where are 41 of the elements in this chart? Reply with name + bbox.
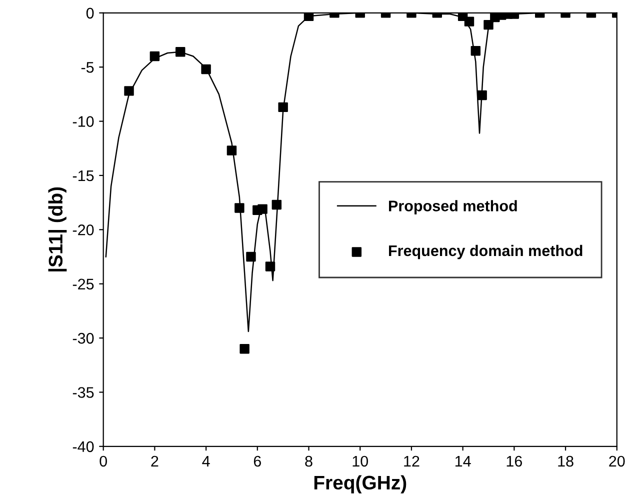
point	[246, 252, 256, 262]
x-tick-label: 14	[455, 456, 471, 466]
point	[304, 12, 314, 22]
y-tick-label: 0	[86, 8, 94, 19]
x-tick-label: 2	[151, 456, 158, 466]
y-tick-label: -15	[72, 170, 94, 182]
point	[176, 47, 186, 57]
point	[124, 86, 134, 96]
y-tick-label: -35	[72, 387, 94, 398]
point	[477, 90, 487, 100]
x-tick-label: 4	[202, 456, 210, 466]
legend-label: Proposed method	[389, 200, 517, 214]
x-tick-label: 8	[305, 456, 312, 467]
x-tick-label: 6	[254, 456, 261, 467]
y-tick-label: -5	[81, 62, 94, 73]
point	[464, 16, 474, 26]
point	[272, 200, 282, 210]
x-tick-label: 12	[404, 456, 420, 466]
x-tick-label: 0	[100, 456, 107, 467]
x-tick-label: 16	[506, 456, 522, 467]
point	[234, 203, 244, 213]
x-axis-title: Freq(GHz)	[314, 475, 406, 494]
point	[201, 64, 211, 74]
point	[258, 204, 268, 214]
y-tick-label: -20	[72, 224, 94, 236]
point	[150, 51, 160, 62]
point	[226, 146, 237, 156]
x-tick-label: 10	[352, 456, 368, 467]
x-tick-label: 20	[609, 456, 625, 467]
y-tick-label: -40	[72, 441, 94, 452]
point	[484, 20, 494, 30]
y-tick-label: -10	[72, 116, 94, 127]
y-axis-title: |S11| (db)	[48, 187, 67, 272]
point	[470, 46, 481, 56]
point	[265, 262, 276, 272]
y-tick-label: -25	[72, 278, 94, 290]
point	[278, 102, 288, 112]
point	[240, 344, 250, 354]
legend-label: Frequency domain method	[389, 244, 582, 260]
x-tick-label: 18	[558, 456, 574, 467]
y-tick-label: -30	[72, 332, 94, 344]
